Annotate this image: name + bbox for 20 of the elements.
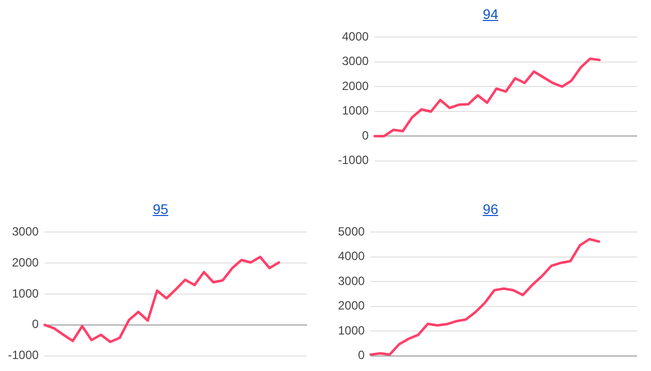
y-tick-label: 0	[362, 128, 370, 142]
y-tick-label: 3000	[12, 224, 40, 239]
y-tick-label: 4000	[342, 30, 370, 44]
y-tick-label: -1000	[8, 348, 40, 362]
y-tick-label: 3000	[342, 54, 370, 68]
y-tick-label: 0	[358, 348, 366, 362]
y-tick-label: 2000	[342, 78, 370, 93]
y-tick-label: 1000	[342, 104, 370, 118]
y-tick-label: 1000	[12, 286, 40, 300]
chart-title: 96	[482, 200, 500, 219]
y-tick-label: 4000	[338, 249, 366, 264]
y-tick-label: 1000	[338, 323, 366, 338]
chart-title: 94	[482, 5, 500, 24]
y-tick-label: 2000	[12, 255, 40, 270]
y-tick-label: -1000	[338, 153, 370, 168]
y-tick-label: 3000	[338, 274, 366, 288]
chart-title: 95	[152, 200, 170, 219]
y-tick-label: 5000	[338, 224, 366, 239]
y-tick-label: 0	[32, 317, 40, 332]
y-tick-label: 2000	[338, 298, 366, 313]
